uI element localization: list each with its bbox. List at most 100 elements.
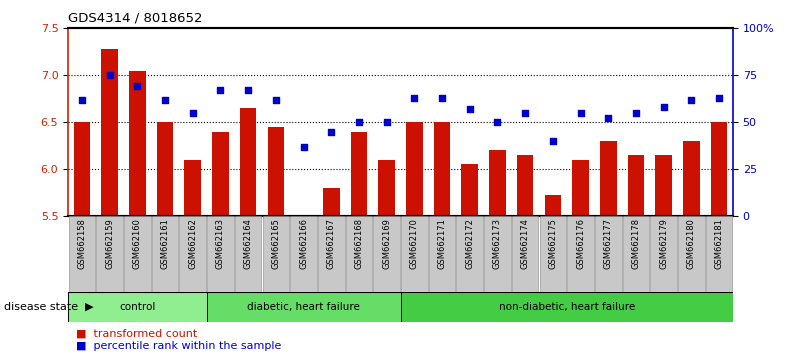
Text: GSM662178: GSM662178 xyxy=(631,218,641,269)
Text: GSM662160: GSM662160 xyxy=(133,218,142,269)
Point xyxy=(630,110,642,115)
Point xyxy=(380,119,393,125)
Text: GDS4314 / 8018652: GDS4314 / 8018652 xyxy=(68,12,203,25)
Bar xyxy=(655,155,672,216)
Text: GSM662173: GSM662173 xyxy=(493,218,502,269)
Bar xyxy=(457,216,483,292)
Text: GSM662171: GSM662171 xyxy=(437,218,446,269)
Text: GSM662172: GSM662172 xyxy=(465,218,474,269)
Point xyxy=(602,115,614,121)
Point xyxy=(214,87,227,93)
Point xyxy=(159,97,171,102)
Bar xyxy=(595,216,622,292)
Text: GSM662181: GSM662181 xyxy=(714,218,723,269)
Bar xyxy=(96,216,123,292)
Bar xyxy=(101,49,118,216)
Bar xyxy=(512,216,538,292)
Bar xyxy=(489,150,505,216)
Bar xyxy=(74,122,91,216)
Point xyxy=(685,97,698,102)
Bar xyxy=(68,292,207,322)
Bar xyxy=(207,216,234,292)
Bar xyxy=(346,216,372,292)
Bar xyxy=(710,122,727,216)
Point xyxy=(491,119,504,125)
Bar xyxy=(429,216,455,292)
Point xyxy=(103,73,116,78)
Text: GSM662159: GSM662159 xyxy=(105,218,114,269)
Point xyxy=(131,84,143,89)
Bar xyxy=(484,216,511,292)
Text: GSM662179: GSM662179 xyxy=(659,218,668,269)
Text: GSM662169: GSM662169 xyxy=(382,218,391,269)
Text: control: control xyxy=(119,302,155,312)
Bar xyxy=(124,216,151,292)
Bar xyxy=(318,216,344,292)
Bar xyxy=(268,127,284,216)
Bar xyxy=(157,122,173,216)
Text: GSM662164: GSM662164 xyxy=(244,218,252,269)
Bar xyxy=(263,216,289,292)
Text: GSM662170: GSM662170 xyxy=(410,218,419,269)
Bar xyxy=(129,70,146,216)
Text: disease state  ▶: disease state ▶ xyxy=(4,302,94,312)
Bar xyxy=(184,160,201,216)
Text: GSM662180: GSM662180 xyxy=(687,218,696,269)
Bar xyxy=(400,292,733,322)
Text: GSM662174: GSM662174 xyxy=(521,218,529,269)
Point xyxy=(187,110,199,115)
Bar xyxy=(545,195,562,216)
Point xyxy=(325,129,338,134)
Bar xyxy=(572,160,589,216)
Bar xyxy=(540,216,566,292)
Bar xyxy=(151,216,179,292)
Bar xyxy=(373,216,400,292)
Point xyxy=(713,95,726,101)
Bar xyxy=(239,108,256,216)
Bar xyxy=(678,216,705,292)
Text: GSM662176: GSM662176 xyxy=(576,218,585,269)
Bar xyxy=(351,131,367,216)
Text: GSM662161: GSM662161 xyxy=(160,218,170,269)
Text: GSM662163: GSM662163 xyxy=(216,218,225,269)
Point xyxy=(574,110,587,115)
Bar xyxy=(235,216,261,292)
Bar xyxy=(69,216,95,292)
Bar xyxy=(600,141,617,216)
Point xyxy=(408,95,421,101)
Bar xyxy=(650,216,677,292)
Bar xyxy=(207,292,400,322)
Text: GSM662175: GSM662175 xyxy=(549,218,557,269)
Text: ■  transformed count: ■ transformed count xyxy=(76,328,197,338)
Point xyxy=(436,95,449,101)
Bar xyxy=(706,216,732,292)
Text: GSM662177: GSM662177 xyxy=(604,218,613,269)
Bar xyxy=(683,141,700,216)
Point xyxy=(269,97,282,102)
Text: GSM662167: GSM662167 xyxy=(327,218,336,269)
Text: GSM662158: GSM662158 xyxy=(78,218,87,269)
Point xyxy=(519,110,532,115)
Bar xyxy=(567,216,594,292)
Text: GSM662168: GSM662168 xyxy=(355,218,364,269)
Bar xyxy=(622,216,650,292)
Text: GSM662162: GSM662162 xyxy=(188,218,197,269)
Bar xyxy=(378,160,395,216)
Point xyxy=(297,144,310,149)
Point xyxy=(658,104,670,110)
Bar xyxy=(461,164,478,216)
Bar xyxy=(517,155,533,216)
Text: ■  percentile rank within the sample: ■ percentile rank within the sample xyxy=(76,341,281,351)
Text: GSM662165: GSM662165 xyxy=(272,218,280,269)
Text: non-diabetic, heart failure: non-diabetic, heart failure xyxy=(498,302,635,312)
Bar xyxy=(212,131,229,216)
Bar xyxy=(628,155,644,216)
Bar xyxy=(401,216,428,292)
Point xyxy=(546,138,559,144)
Point xyxy=(75,97,88,102)
Bar xyxy=(179,216,206,292)
Text: diabetic, heart failure: diabetic, heart failure xyxy=(247,302,360,312)
Bar xyxy=(434,122,450,216)
Text: GSM662166: GSM662166 xyxy=(299,218,308,269)
Bar xyxy=(290,216,317,292)
